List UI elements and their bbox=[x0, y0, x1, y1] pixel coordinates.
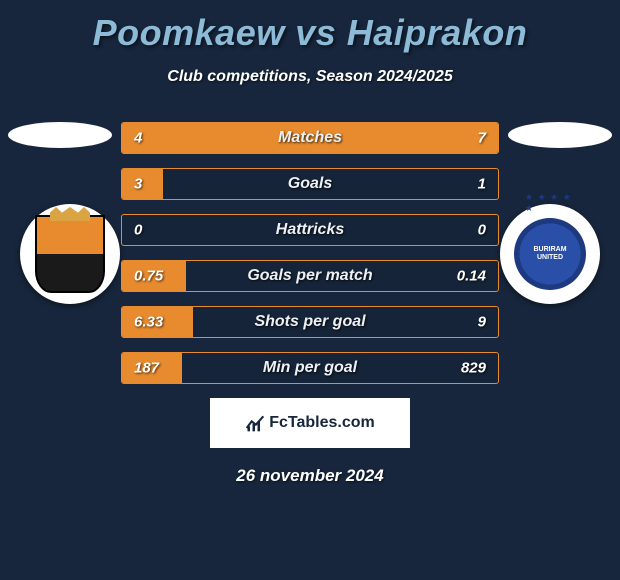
crown-icon bbox=[50, 207, 90, 221]
chart-icon bbox=[245, 413, 265, 433]
snapshot-date: 26 november 2024 bbox=[0, 466, 620, 486]
badge-right-text: BURIRAMUNITED bbox=[533, 246, 566, 261]
stat-row: 3 Goals 1 bbox=[121, 168, 499, 200]
stars-icon: ★ ★ ★ ★ ★ bbox=[525, 192, 575, 214]
stat-value-left: 4 bbox=[134, 130, 142, 147]
club-badge-left bbox=[20, 204, 120, 304]
stat-value-left: 3 bbox=[134, 176, 142, 193]
stat-label: Matches bbox=[278, 129, 342, 147]
stat-value-right: 7 bbox=[478, 130, 486, 147]
stat-label: Min per goal bbox=[263, 359, 357, 377]
stat-rows: 4 Matches 7 3 Goals 1 0 Hattricks 0 0.75 Goals per… bbox=[121, 122, 499, 384]
stat-value-right: 1 bbox=[478, 176, 486, 193]
stat-label: Shots per goal bbox=[254, 313, 365, 331]
player-platform-right bbox=[508, 122, 612, 148]
stat-label: Goals per match bbox=[247, 267, 372, 285]
club-badge-right: ★ ★ ★ ★ ★ BURIRAMUNITED bbox=[500, 204, 600, 304]
comparison-stage: ★ ★ ★ ★ ★ BURIRAMUNITED 4 Matches 7 3 Goals 1… bbox=[0, 122, 620, 384]
stat-fill-left bbox=[122, 169, 163, 199]
stat-value-left: 0.75 bbox=[134, 268, 163, 285]
stat-row: 4 Matches 7 bbox=[121, 122, 499, 154]
stat-row: 0 Hattricks 0 bbox=[121, 214, 499, 246]
stat-row: 6.33 Shots per goal 9 bbox=[121, 306, 499, 338]
stat-value-right: 0 bbox=[478, 222, 486, 239]
stat-value-left: 187 bbox=[134, 360, 159, 377]
stat-value-left: 0 bbox=[134, 222, 142, 239]
stat-row: 0.75 Goals per match 0.14 bbox=[121, 260, 499, 292]
roundel-icon: BURIRAMUNITED bbox=[514, 218, 586, 290]
page-title: Poomkaew vs Haiprakon bbox=[0, 0, 620, 54]
stat-label: Hattricks bbox=[276, 221, 344, 239]
brand-watermark: FcTables.com bbox=[210, 398, 410, 448]
player-platform-left bbox=[8, 122, 112, 148]
stat-label: Goals bbox=[288, 175, 332, 193]
shield-icon bbox=[35, 215, 105, 293]
stat-value-left: 6.33 bbox=[134, 314, 163, 331]
stat-value-right: 0.14 bbox=[457, 268, 486, 285]
brand-text: FcTables.com bbox=[269, 414, 375, 432]
stat-value-right: 829 bbox=[461, 360, 486, 377]
stat-value-right: 9 bbox=[478, 314, 486, 331]
stat-row: 187 Min per goal 829 bbox=[121, 352, 499, 384]
page-subtitle: Club competitions, Season 2024/2025 bbox=[0, 68, 620, 86]
